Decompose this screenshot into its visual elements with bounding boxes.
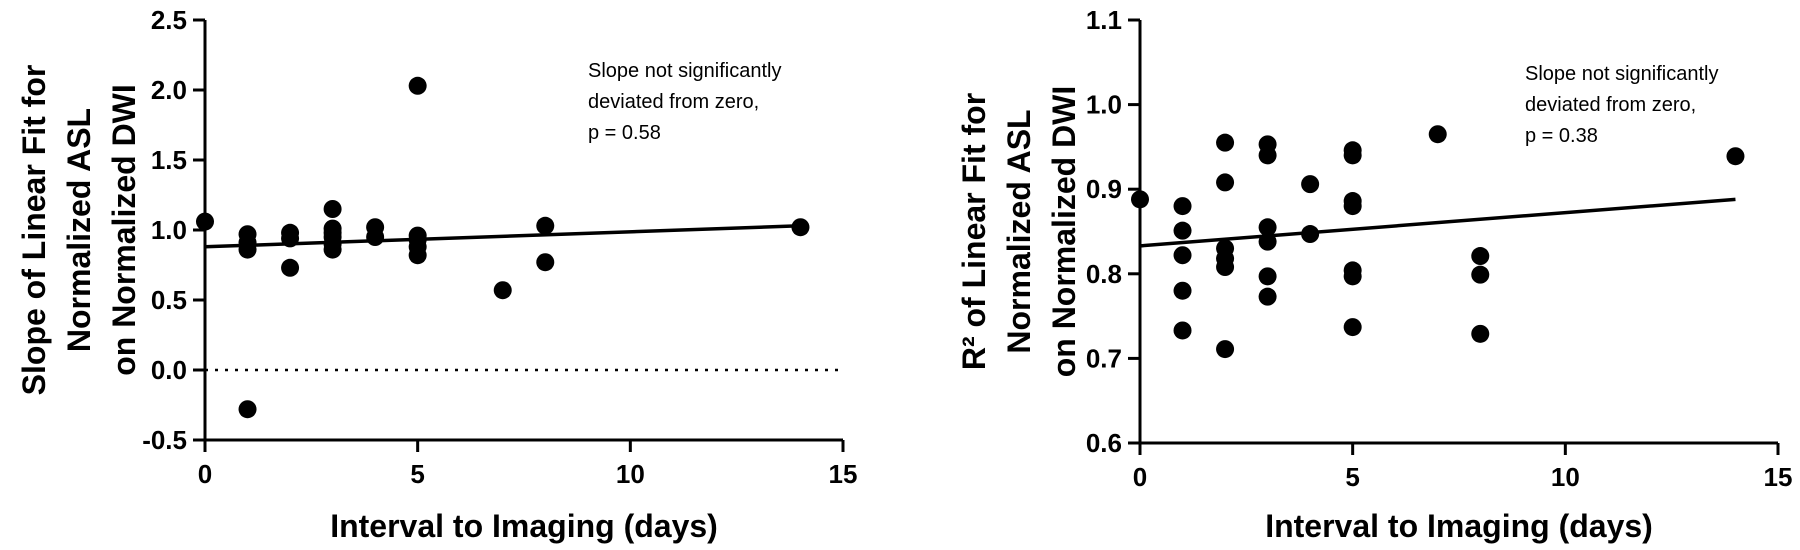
- x-tick-label: 15: [1764, 462, 1793, 492]
- chart-panel-2: 0.6 0.7 0.8 0.9 1.0 1.1 0 5 10 15 Interval to Imag…: [956, 5, 1792, 544]
- y-tick-label: 0.7: [1086, 343, 1122, 373]
- data-point: [408, 246, 427, 265]
- y-tick-label: 0.9: [1086, 174, 1122, 204]
- chart-panel-1: -0.5 0.0 0.5 1.0 1.5 2.0 2.5 0 5 10 15 Interval to …: [16, 5, 857, 544]
- data-point: [281, 258, 300, 277]
- data-point: [1258, 146, 1277, 165]
- annotation-line: deviated from zero,: [588, 91, 759, 113]
- data-point: [366, 228, 385, 246]
- y-tick-label: 2.5: [151, 5, 187, 35]
- data-point: [1343, 267, 1362, 286]
- y-tick-label: -0.5: [142, 425, 187, 455]
- x-tick-label: 0: [1133, 462, 1147, 492]
- data-point: [1258, 287, 1277, 306]
- data-point: [1343, 146, 1362, 165]
- data-point: [1343, 197, 1362, 216]
- data-point: [1258, 267, 1277, 286]
- y-axis-title-line: Slope of Linear Fit for: [16, 65, 52, 396]
- x-tick-label: 5: [1345, 462, 1359, 492]
- data-point: [791, 218, 810, 237]
- data-point: [536, 216, 555, 235]
- data-point: [1258, 218, 1277, 237]
- y-tick-label: 1.1: [1086, 5, 1122, 35]
- x-tick-label: 5: [410, 459, 424, 489]
- x-tick-label: 0: [198, 459, 212, 489]
- y-tick-label: 0.6: [1086, 428, 1122, 458]
- data-point: [1216, 258, 1235, 277]
- data-point: [1428, 125, 1447, 144]
- data-point: [1216, 340, 1235, 359]
- data-point: [1343, 318, 1362, 337]
- data-point: [1471, 247, 1490, 266]
- y-axis-title-line: on Normalized DWI: [1046, 86, 1082, 378]
- y-tick-label: 2.0: [151, 75, 187, 105]
- data-point: [281, 229, 300, 248]
- data-point: [1301, 175, 1320, 194]
- data-point: [1173, 246, 1192, 265]
- data-point: [1173, 321, 1192, 340]
- linear-fit-line: [204, 224, 801, 249]
- annotation-line: deviated from zero,: [1525, 94, 1696, 116]
- data-point: [1301, 225, 1320, 244]
- annotation-line: p = 0.38: [1525, 125, 1598, 147]
- x-axis-title: Interval to Imaging (days): [1265, 508, 1653, 544]
- annotation-line: Slope not significantly: [588, 60, 781, 82]
- data-point: [408, 76, 427, 95]
- data-point: [1131, 190, 1149, 209]
- linear-fit-line: [1139, 197, 1736, 248]
- data-point: [238, 400, 257, 419]
- data-point: [323, 240, 342, 259]
- data-point: [1216, 173, 1235, 192]
- x-tick-label: 15: [829, 459, 858, 489]
- y-axis-title-line: Normalized ASL: [61, 108, 97, 352]
- data-point: [323, 200, 342, 218]
- x-tick-label: 10: [1551, 462, 1580, 492]
- data-point: [1726, 147, 1745, 166]
- y-tick-label: 0.5: [151, 285, 187, 315]
- data-point: [1258, 232, 1277, 251]
- y-axis-title-line: Normalized ASL: [1001, 109, 1037, 353]
- data-point: [238, 240, 257, 259]
- data-point: [493, 281, 512, 300]
- y-tick-label: 1.0: [1086, 90, 1122, 120]
- data-point: [1173, 197, 1192, 216]
- data-point: [536, 253, 555, 272]
- y-axis-title-line: on Normalized DWI: [106, 84, 142, 376]
- data-point: [1216, 133, 1235, 152]
- annotation-line: p = 0.58: [588, 122, 661, 144]
- data-point: [1471, 265, 1490, 284]
- data-point: [1173, 221, 1192, 240]
- y-axis-title-line: R² of Linear Fit for: [956, 93, 992, 370]
- y-tick-label: 0.8: [1086, 259, 1122, 289]
- annotation-line: Slope not significantly: [1525, 63, 1718, 85]
- data-point: [196, 212, 214, 231]
- data-point: [1173, 281, 1192, 300]
- y-tick-label: 1.0: [151, 215, 187, 245]
- y-tick-label: 1.5: [151, 145, 187, 175]
- x-axis-title: Interval to Imaging (days): [330, 508, 718, 544]
- y-tick-label: 0.0: [151, 355, 187, 385]
- data-point: [1471, 324, 1490, 343]
- x-tick-label: 10: [616, 459, 645, 489]
